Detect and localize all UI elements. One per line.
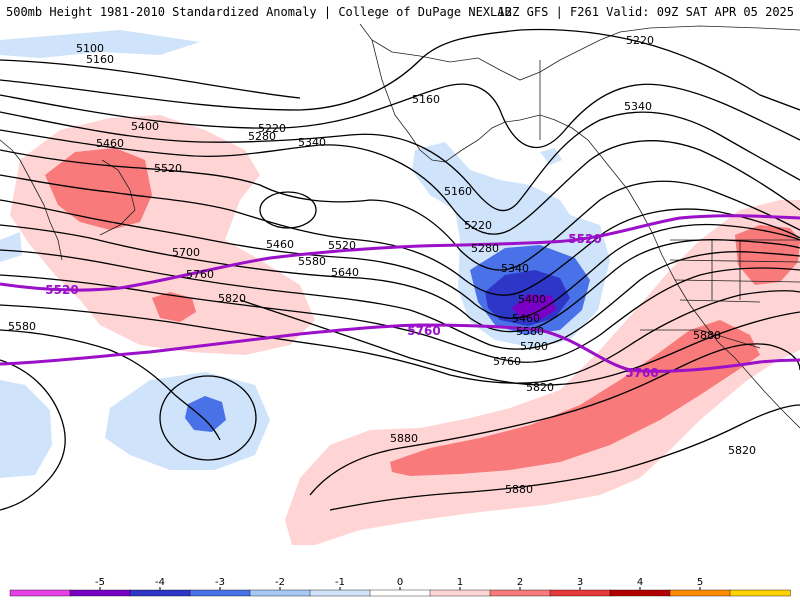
legend-tick-label: 4	[637, 577, 643, 588]
contour-label: 5820	[526, 381, 554, 394]
color-scale-legend: -5 -4 -3 -2 -1 0 1 2 3 4 5	[0, 575, 800, 600]
contour-label: 5700	[520, 340, 548, 353]
highlight-label: 5520	[45, 283, 78, 297]
legend-tick-label: 1	[457, 577, 463, 588]
highlight-label: 5760	[625, 366, 658, 380]
legend-tick-label: 5	[697, 577, 703, 588]
contour-label: 5760	[186, 268, 214, 281]
legend-swatch	[9, 589, 71, 597]
legend-tick-label: -5	[95, 577, 105, 588]
highlight-contours	[0, 214, 800, 373]
contour-label: 5340	[298, 136, 326, 149]
contour-labels: 5100 5160 5220 5340 5160 5400 5460 5520 …	[8, 34, 756, 496]
legend-swatch	[669, 589, 731, 597]
legend-tick-label: -1	[335, 577, 345, 588]
contour-label: 5220	[464, 219, 492, 232]
contour-label: 5880	[505, 483, 533, 496]
legend-tick-label: 3	[577, 577, 583, 588]
highlight-label: 5760	[407, 324, 440, 338]
contour-label: 5280	[471, 242, 499, 255]
contour-label: 5580	[298, 255, 326, 268]
contour-label: 5760	[493, 355, 521, 368]
map-canvas: 5100 5160 5220 5340 5160 5400 5460 5520 …	[0, 24, 800, 545]
contour-label: 5880	[390, 432, 418, 445]
legend-tick-label: -4	[155, 577, 165, 588]
contour-label: 5460	[266, 238, 294, 251]
legend-swatch	[609, 589, 671, 597]
contour-label: 5340	[624, 100, 652, 113]
contour-label: 5880	[693, 329, 721, 342]
contour-label: 5520	[154, 162, 182, 175]
contour-label: 5280	[248, 130, 276, 143]
contour-label: 5400	[518, 293, 546, 306]
contour-label: 5160	[412, 93, 440, 106]
legend-tick-label: -3	[215, 577, 225, 588]
anomaly-map: 5100 5160 5220 5340 5160 5400 5460 5520 …	[0, 24, 800, 575]
contour-label: 5160	[444, 185, 472, 198]
contour-label: 5640	[331, 266, 359, 279]
contour-label: 5220	[258, 122, 286, 135]
legend-tick-label: 0	[397, 577, 403, 588]
legend-tick-label: 2	[517, 577, 523, 588]
highlight-label: 5520	[568, 232, 601, 246]
legend-swatch	[729, 589, 791, 597]
contour-label: 5400	[131, 120, 159, 133]
legend-swatch	[129, 589, 191, 597]
contour-label: 5520	[328, 239, 356, 252]
contour-label: 5820	[728, 444, 756, 457]
run-valid-time: 12Z GFS | F261 Valid: 09Z SAT APR 05 202…	[497, 5, 794, 19]
legend-swatch	[309, 589, 371, 597]
contour-label: 5460	[512, 312, 540, 325]
legend-ticks: -5 -4 -3 -2 -1 0 1 2 3 4 5	[95, 577, 703, 590]
legend-bar: -5 -4 -3 -2 -1 0 1 2 3 4 5	[9, 577, 791, 597]
product-title: 500mb Height 1981-2010 Standardized Anom…	[6, 5, 512, 19]
legend-swatch	[489, 589, 551, 597]
contour-label: 5820	[218, 292, 246, 305]
highlight-labels: 5520 5520 5760 5760	[45, 232, 658, 380]
legend-tick-label: -2	[275, 577, 285, 588]
legend-swatch	[369, 589, 431, 597]
legend-swatch	[69, 589, 131, 597]
contour-label: 5580	[8, 320, 36, 333]
legend-swatch	[249, 589, 311, 597]
legend-swatch	[429, 589, 491, 597]
contour-label: 5580	[516, 325, 544, 338]
legend-swatches	[9, 589, 791, 597]
contour-label: 5160	[86, 53, 114, 66]
legend-swatch	[549, 589, 611, 597]
contour-label: 5700	[172, 246, 200, 259]
legend-swatch	[189, 589, 251, 597]
title-bar: 500mb Height 1981-2010 Standardized Anom…	[0, 0, 800, 25]
contour-label: 5460	[96, 137, 124, 150]
contour-label: 5100	[76, 42, 104, 55]
height-contours	[0, 28, 800, 511]
contour-label: 5220	[626, 34, 654, 47]
contour-label: 5340	[501, 262, 529, 275]
